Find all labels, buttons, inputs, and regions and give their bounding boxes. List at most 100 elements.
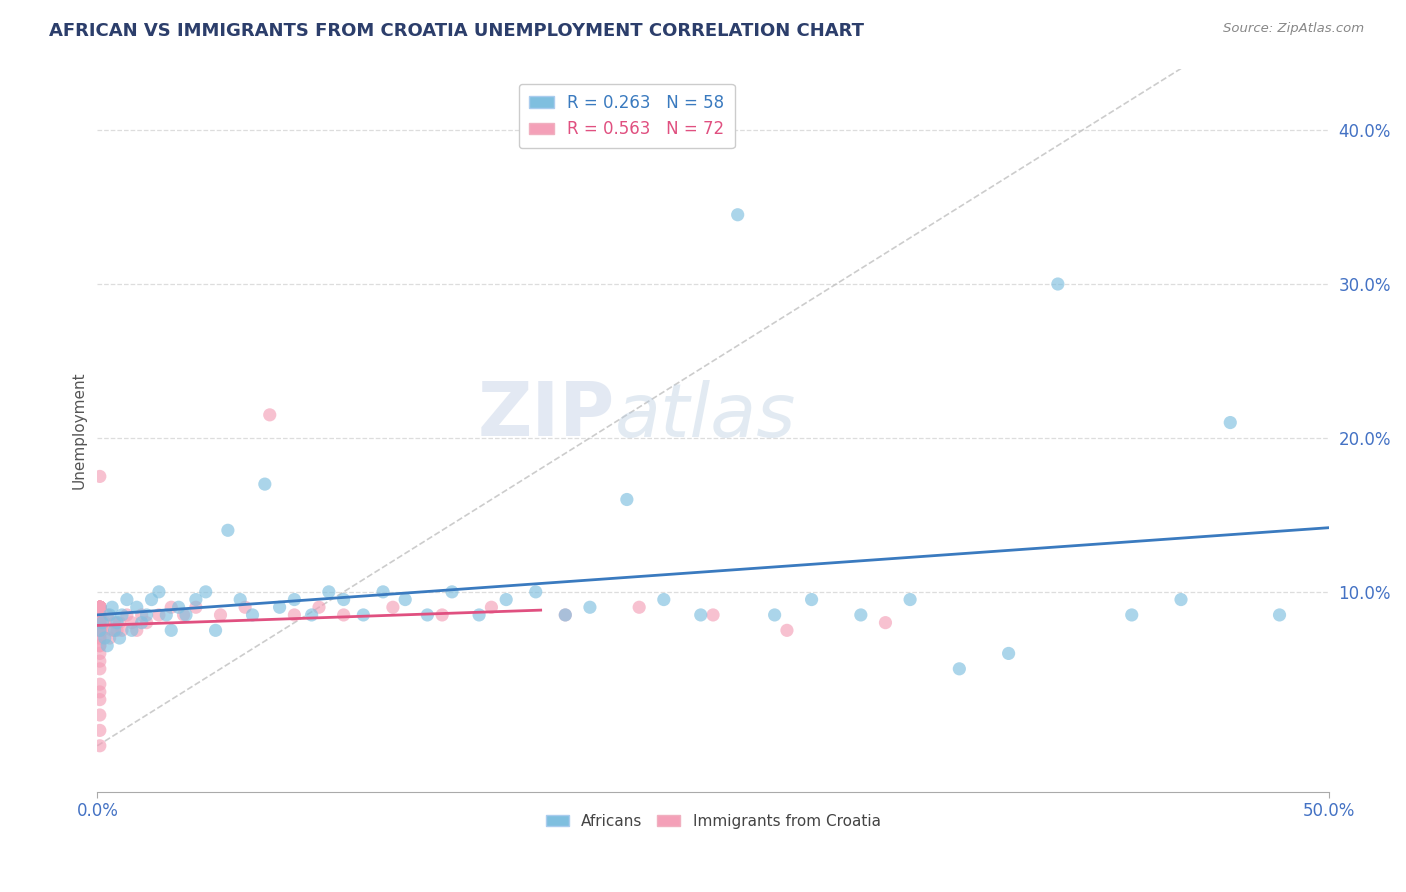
Point [131, 607, 153, 622]
Point [105, 615, 128, 630]
Point [1046, 277, 1069, 291]
Point [89, 615, 111, 630]
Point [89, 600, 111, 615]
Point [89, 600, 111, 615]
Point [167, 600, 190, 615]
Point [1268, 607, 1291, 622]
Point [283, 592, 305, 607]
Point [89, 662, 111, 676]
Point [93, 631, 115, 645]
Point [104, 615, 127, 630]
Point [727, 208, 749, 222]
Point [89, 615, 111, 630]
Point [1219, 416, 1241, 430]
Point [233, 600, 256, 615]
Point [332, 592, 354, 607]
Point [89, 469, 111, 483]
Point [125, 600, 148, 615]
Point [948, 662, 970, 676]
Legend: Africans, Immigrants from Croatia: Africans, Immigrants from Croatia [540, 808, 887, 835]
Point [91, 624, 114, 638]
Point [98, 607, 121, 622]
Point [89, 600, 111, 615]
Point [135, 607, 157, 622]
Point [89, 607, 111, 622]
Point [800, 592, 823, 607]
Point [89, 600, 111, 615]
Text: AFRICAN VS IMMIGRANTS FROM CROATIA UNEMPLOYMENT CORRELATION CHART: AFRICAN VS IMMIGRANTS FROM CROATIA UNEMP… [49, 22, 865, 40]
Point [89, 607, 111, 622]
Point [125, 624, 148, 638]
Point [89, 600, 111, 615]
Point [524, 585, 547, 599]
Point [468, 607, 491, 622]
Point [89, 708, 111, 723]
Point [1170, 592, 1192, 607]
Point [318, 585, 340, 599]
Point [148, 607, 170, 622]
Point [301, 607, 323, 622]
Text: atlas: atlas [614, 380, 796, 451]
Point [131, 615, 153, 630]
Point [174, 607, 197, 622]
Point [89, 607, 111, 622]
Point [141, 592, 163, 607]
Point [89, 600, 111, 615]
Point [89, 631, 111, 645]
Point [89, 600, 111, 615]
Point [89, 600, 111, 615]
Point [776, 624, 799, 638]
Point [89, 654, 111, 668]
Point [898, 592, 921, 607]
Point [652, 592, 675, 607]
Point [259, 408, 281, 422]
Point [763, 607, 786, 622]
Point [160, 600, 183, 615]
Point [89, 607, 111, 622]
Point [89, 647, 111, 661]
Point [332, 607, 354, 622]
Point [108, 631, 131, 645]
Point [115, 592, 138, 607]
Point [209, 607, 232, 622]
Point [135, 615, 157, 630]
Point [89, 615, 111, 630]
Point [101, 624, 124, 638]
Point [1121, 607, 1143, 622]
Point [89, 723, 111, 738]
Point [381, 600, 404, 615]
Point [269, 600, 291, 615]
Point [173, 607, 195, 622]
Point [204, 624, 226, 638]
Point [115, 607, 138, 622]
Point [155, 607, 177, 622]
Point [440, 585, 463, 599]
Point [89, 639, 111, 653]
Point [89, 600, 111, 615]
Point [997, 647, 1019, 661]
Point [89, 639, 111, 653]
Point [101, 600, 124, 615]
Point [194, 585, 217, 599]
Point [371, 585, 394, 599]
Point [875, 615, 897, 630]
Point [89, 600, 111, 615]
Point [416, 607, 439, 622]
Point [430, 607, 453, 622]
Point [352, 607, 374, 622]
Point [121, 615, 143, 630]
Point [89, 739, 111, 753]
Point [104, 624, 127, 638]
Point [93, 615, 115, 630]
Point [89, 631, 111, 645]
Point [89, 685, 111, 699]
Point [89, 600, 111, 615]
Point [702, 607, 724, 622]
Point [108, 615, 131, 630]
Point [89, 624, 111, 638]
Text: Source: ZipAtlas.com: Source: ZipAtlas.com [1223, 22, 1364, 36]
Point [217, 523, 239, 537]
Point [89, 600, 111, 615]
Point [89, 624, 111, 638]
Point [849, 607, 872, 622]
